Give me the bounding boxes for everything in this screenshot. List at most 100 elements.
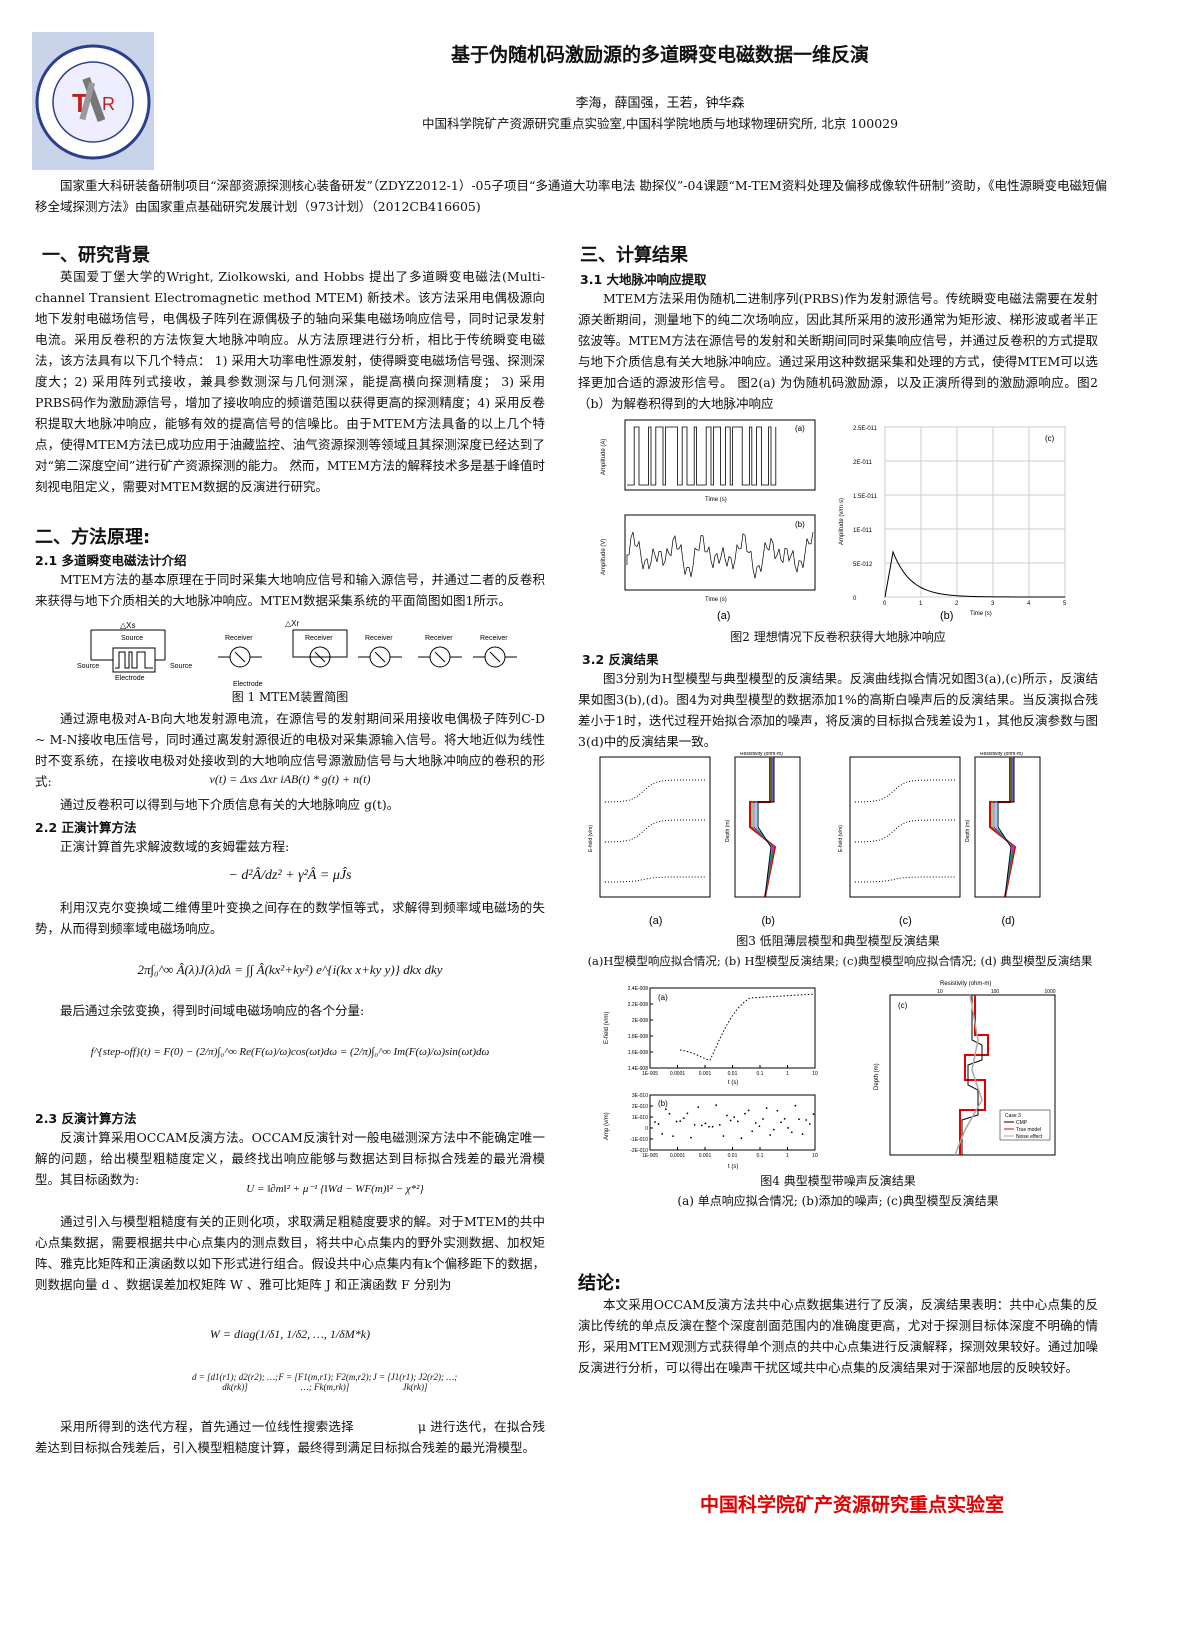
fig2-sub-b: (b) [940,610,953,622]
fig2c-ytick: 2E-011 [853,460,873,466]
fig2c-ylabel: Amplitude (v/m·s) [839,498,845,545]
fig4-b-ytick: -2E-010 [630,1148,648,1154]
section-3-1-paragraph: MTEM方法采用伪随机二进制序列(PRBS)作为发射源信号。传统瞬变电磁法需要在… [578,291,1098,411]
fig3-panel-frame [974,756,1041,898]
fig4-response-fit-frame [649,987,816,1069]
fig4-response-fit-trace [679,993,816,1061]
receiver-needle [489,651,501,663]
source-electrode-label: Electrode [115,675,145,682]
fig2c-frame [884,426,1066,598]
section-3-1-title: 3.1 大地脉冲响应提取 [580,272,707,287]
fig3-panel-label: (c) [899,915,912,927]
section-3-2-paragraph: 图3分别为H型模型与典型模型的反演结果。反演曲线拟合情况如图3(a),(c)所示… [578,671,1098,749]
fig4-noise-point [733,1116,736,1119]
fig3-model-line [751,757,775,898]
fig4-noise-point [729,1119,732,1122]
receiver-needle [374,651,386,663]
fig2c-impulse-trace [884,550,1066,598]
fig4-noise-point [740,1137,743,1140]
fig2c-ytick: 0 [853,596,857,602]
fig2c-ytick: 1E-011 [853,528,873,534]
fig3-model-line [995,757,1014,898]
fig4-b-ytick: 0 [645,1126,648,1132]
source-electrode-right-label: Source [170,663,192,670]
fig4-noise-point [747,1109,750,1112]
affiliation: 中国科学院矿产资源研究重点实验室,中国科学院地质与地球物理研究所, 北京 100… [421,116,899,131]
fig3-panel-frame [734,756,801,898]
fig4-noise-point [690,1136,692,1139]
fig4-noise-frame [649,1094,816,1151]
source-label: Source [121,635,143,642]
fig3-model-line [993,757,1014,898]
fig4-noise-point [794,1104,797,1107]
fig4-noise-point [762,1118,764,1120]
fig4-b-xtick: 0.1 [757,1153,764,1159]
fig4-a-ytick: 2.4E-008 [628,986,649,992]
equation-hankel: 2π∫₀^∞ Â(λ)J(λ)dλ = ∫∫ Â(kx²+ky²) e^{i(k… [137,962,443,977]
fig3-fit-curve [604,876,705,883]
fig2c-xlabel: Time (s) [970,611,992,617]
figure-4: (a) E-field (v/m) t (s) (b) Amp (v/m) t … [600,980,1070,1172]
fig4-noise-point [780,1121,782,1124]
fig4-legend-noise: Noise effect [1016,1134,1043,1140]
fig4-tick-labels: 2.4E-008 2.2E-008 2E-008 1.8E-008 1.6E-008 1.… [628,986,1056,1159]
fig4-a-xtick: 10 [812,1071,818,1077]
figure-1-mtem-layout: △Xs Source Source Source Electrode Recei… [75,619,525,690]
section-2-2-title: 2.2 正演计算方法 [35,820,137,835]
fig4-noise-effect-line [954,994,983,1156]
fig4-b-ytick: 2E-010 [632,1104,648,1110]
fig2c-panel-label: (c) [1045,434,1055,443]
fig4-b-xtick: 0.0001 [670,1153,686,1159]
svg-text:R: R [102,94,115,114]
fig3-ylabel: E-field (v/m) [838,825,844,852]
fig4-noise-point [708,1125,710,1128]
fig4-b-xtick: 1E-005 [642,1153,658,1159]
fig3-fit-curve [854,819,956,843]
fig2c-xtick: 2 [955,601,959,607]
fig4-noise-point [661,1133,664,1135]
figure-2: (a) Time (s) Amplitude (A) (b) Time (s) … [595,415,1075,625]
fig4-noise-point [693,1123,696,1126]
fig4-noise-point [718,1123,721,1126]
fig2c-xtick: 3 [991,601,995,607]
equation-cosine-transform: f^{step-off}(t) = F(0) − (2/π)∫₀^∞ Re(F(… [90,1046,490,1058]
fig4-true-model-line [959,995,989,1155]
logo-seal-icon: T R [35,44,151,160]
fig3-panel-label: (b) [762,915,775,927]
poster-title: 基于伪随机码激励源的多道瞬变电磁数据一维反演 [450,44,869,66]
fig4-a-ytick: 2.2E-008 [628,1002,649,1008]
fig2-sub-a: (a) [717,610,730,622]
fig4-c-xtick: 100 [991,989,1000,995]
fig4-noise-point [772,1128,775,1131]
fig2-panel-a1-xlabel: Time (s) [705,497,727,503]
fig4-noise-point [751,1130,754,1133]
fig4-noise-point [711,1125,714,1128]
fig3-model-line [757,757,775,898]
section-2-3-paragraph-2: 通过引入与模型粗糙度有关的正则化项，求取满足粗糙度要求的解。对于MTEM的共中心… [35,1214,545,1292]
fig2-response-plot-frame [624,514,816,591]
fig4-noise-point [776,1109,779,1112]
fig4-b-ylabel: Amp (v/m) [604,1112,610,1140]
conclusion-title: 结论: [578,1273,622,1294]
fig4-b-ytick: 3E-010 [632,1093,648,1099]
fig4-noise-point [704,1122,707,1125]
fig2c-ytick: 1.5E-011 [853,494,878,500]
section-1-title: 一、研究背景 [42,245,150,266]
equation-data-vector: d = [d1(r1); d2(r2); …; dk(rk)] [191,1372,279,1392]
section-2-2-paragraph-2: 利用汉克尔变换域二维傅里叶变换之间存在的数学恒等式，求解得到频率域电磁场的失势，… [35,900,545,936]
fig4-noise-point [787,1127,790,1129]
funding-note: 国家重大科研装备研制项目“深部资源探测核心装备研发”（ZDYZ2012-1）-0… [35,178,1107,214]
dx-receiver-bracket [292,629,348,658]
fig4-b-xtick: 10 [812,1153,818,1159]
dx-source-label: △Xs [120,621,136,630]
fig3-model-line [755,757,774,898]
receiver-electrode-label: Electrode [233,681,263,688]
fig4-c-xtick: 10 [937,989,943,995]
fig4-noise-point [798,1118,800,1121]
section-3-title: 三、计算结果 [580,245,688,266]
fig3-ylabel: Depth (m) [965,819,971,842]
fig4-noise-point [790,1131,793,1134]
fig4-noise-point [672,1135,674,1138]
fig4-a-ylabel: E-field (v/m) [604,1012,610,1044]
fig2c-xtick: 1 [919,601,923,607]
